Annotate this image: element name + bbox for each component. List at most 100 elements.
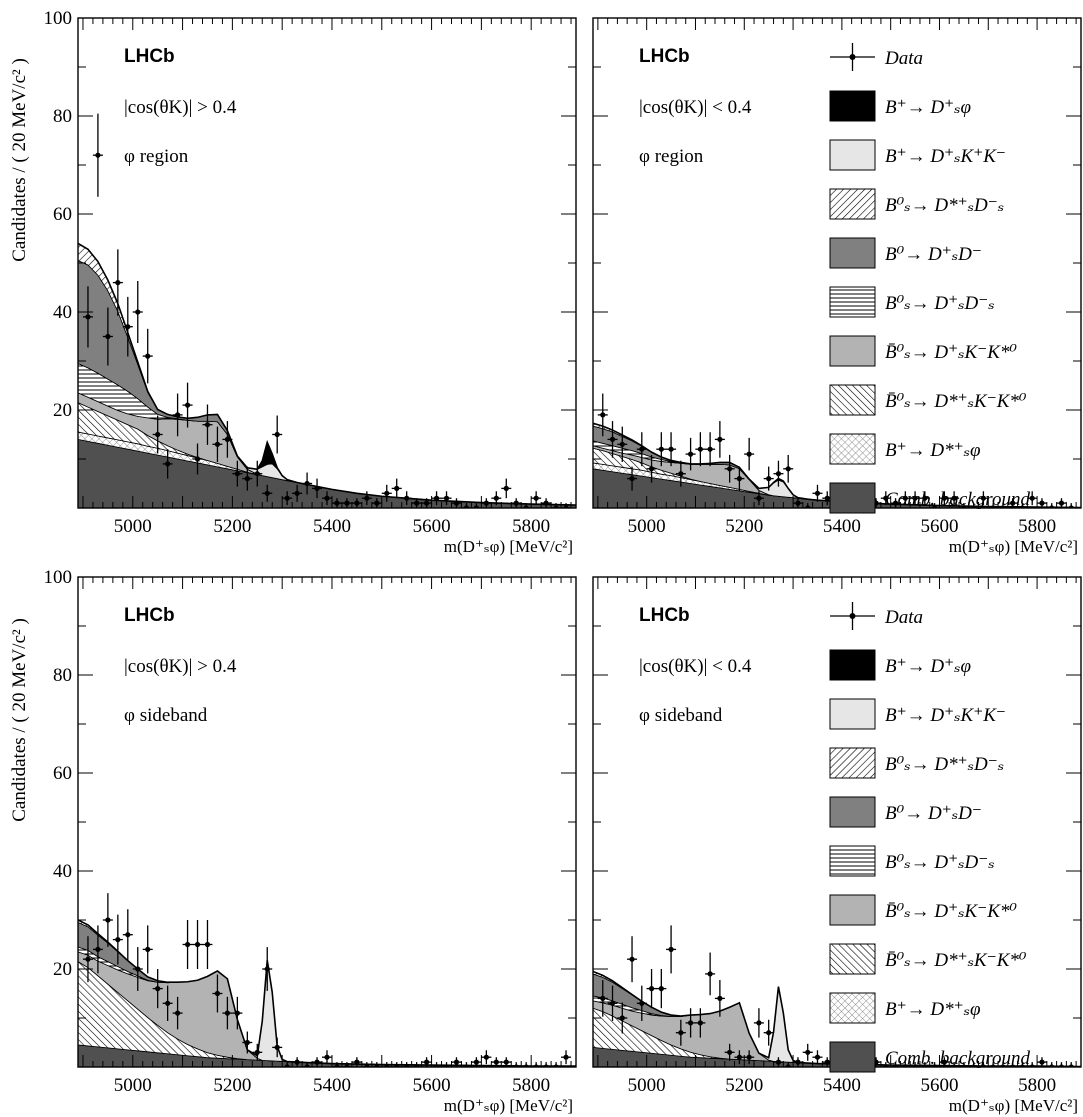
legend-label: B⁺→ D*⁺ₛφ: [885, 440, 981, 461]
data-point: [910, 491, 921, 506]
panel-label: |cos(θK)| < 0.4: [639, 656, 752, 677]
x-axis-label: m(D⁺ₛφ) [MeV/c²]: [949, 537, 1078, 556]
legend-entry-comb: Comb. background: [829, 482, 1030, 514]
data-point: [744, 437, 755, 471]
y-tick-label: 80: [53, 665, 72, 686]
total-fit-line: [78, 919, 576, 1067]
data-point: [607, 421, 618, 458]
data-point: [351, 1057, 362, 1067]
data-point: [705, 952, 716, 996]
x-axis-label: m(D⁺ₛφ) [MeV/c²]: [949, 1096, 1078, 1115]
data-point: [511, 498, 522, 508]
y-tick-label: 100: [44, 8, 73, 29]
data-point: [656, 969, 667, 1009]
data-point: [312, 1057, 323, 1067]
x-tick-label: 5000: [114, 1075, 152, 1096]
data-point: [331, 498, 342, 508]
data-point: [627, 936, 638, 983]
data-point: [172, 393, 183, 437]
x-tick-label: 5400: [313, 516, 351, 537]
data-point: [162, 985, 173, 1021]
data-point: [212, 974, 223, 1013]
data-point: [666, 925, 677, 974]
data-point: [978, 491, 989, 506]
legend-entry-b0_dsd: B⁰→ D⁺ₛD⁻: [829, 796, 982, 828]
legend-label: B̄⁰ₛ→ D⁺ₛK⁻K*⁰: [885, 901, 1017, 922]
data-point: [252, 1043, 263, 1061]
data-point: [753, 1008, 764, 1038]
data-point: [401, 491, 412, 506]
data-point: [172, 996, 183, 1030]
total-fit-line: [78, 242, 576, 506]
legend-label: Data: [884, 607, 923, 628]
data-point: [1036, 498, 1047, 508]
data-point: [391, 478, 402, 499]
legend-entry-bs_dsstds: B⁰ₛ→ D*⁺ₛD⁻ₛ: [829, 188, 1004, 220]
data-point: [531, 491, 542, 506]
experiment-label: LHCb: [124, 46, 175, 67]
legend-label: B⁺→ D*⁺ₛφ: [885, 999, 981, 1020]
x-tick-label: 5200: [725, 1075, 763, 1096]
data-point: [949, 491, 960, 506]
plot-area: [78, 893, 576, 1067]
data-point: [242, 1031, 253, 1054]
legend-entry-bs_dsds: B⁰ₛ→ D⁺ₛD⁻ₛ: [829, 845, 995, 877]
data-point: [646, 969, 657, 1009]
legend-label: B⁰→ D⁺ₛD⁻: [885, 803, 982, 824]
data-point: [142, 328, 153, 384]
data-point: [481, 1050, 492, 1065]
data-point: [636, 432, 647, 467]
data-point: [714, 421, 725, 458]
x-tick-label: 5400: [823, 516, 861, 537]
data-point: [900, 491, 911, 506]
data-point: [734, 1050, 745, 1065]
data-point: [441, 491, 452, 506]
y-tick-label: 80: [53, 106, 72, 127]
data-point: [783, 454, 794, 483]
legend-entry-bsbar_dskkst: B̄⁰ₛ→ D⁺ₛK⁻K*⁰: [829, 894, 1017, 926]
x-tick-label: 5600: [920, 1075, 958, 1096]
y-tick-label: 100: [44, 567, 73, 588]
data-point: [142, 925, 153, 974]
data-point: [714, 980, 725, 1017]
panel-label: |cos(θK)| < 0.4: [639, 97, 752, 118]
panel-top-left: 5000 5200 5400 5600 5800 20 40 60 80 100 m(D⁺ₛφ) […: [44, 8, 577, 556]
data-point: [792, 498, 803, 508]
experiment-label: LHCb: [639, 46, 690, 67]
data-point: [132, 281, 143, 343]
data-point: [202, 404, 213, 445]
panel-label: φ sideband: [639, 705, 723, 726]
legend-label: B⁺→ D⁺ₛφ: [885, 656, 971, 677]
x-tick-label: 5400: [823, 1075, 861, 1096]
y-tick-label: 60: [53, 204, 72, 225]
data-point: [282, 491, 293, 506]
data-point: [202, 920, 213, 969]
panel-label: |cos(θK)| > 0.4: [124, 656, 237, 677]
legend-label: B̄⁰ₛ→ D*⁺ₛK⁻K*⁰: [885, 391, 1027, 412]
data-point: [541, 498, 552, 508]
data-point: [431, 491, 442, 506]
data-point: [421, 1057, 432, 1067]
data-point: [734, 466, 745, 491]
data-point: [262, 484, 273, 502]
data-point: [822, 491, 833, 506]
data-point: [792, 1057, 803, 1067]
data-point: [675, 1019, 686, 1046]
legend-entry-bp_dsphi: B⁺→ D⁺ₛφ: [829, 90, 971, 122]
data-point: [302, 472, 313, 495]
data-point: [292, 484, 303, 502]
plot-area: [78, 113, 576, 508]
data-point: [322, 1050, 332, 1065]
panel-label: φ sideband: [124, 705, 208, 726]
data-point: [102, 307, 113, 366]
x-tick-label: 5800: [1018, 516, 1056, 537]
data-point: [451, 1057, 462, 1067]
data-point: [919, 491, 930, 506]
data-point: [232, 996, 243, 1030]
data-point: [491, 1057, 502, 1067]
data-point: [122, 296, 133, 357]
legend-entry-bsbar_dsstkkst: B̄⁰ₛ→ D*⁺ₛK⁻K*⁰: [829, 384, 1027, 416]
data-point: [322, 491, 332, 506]
